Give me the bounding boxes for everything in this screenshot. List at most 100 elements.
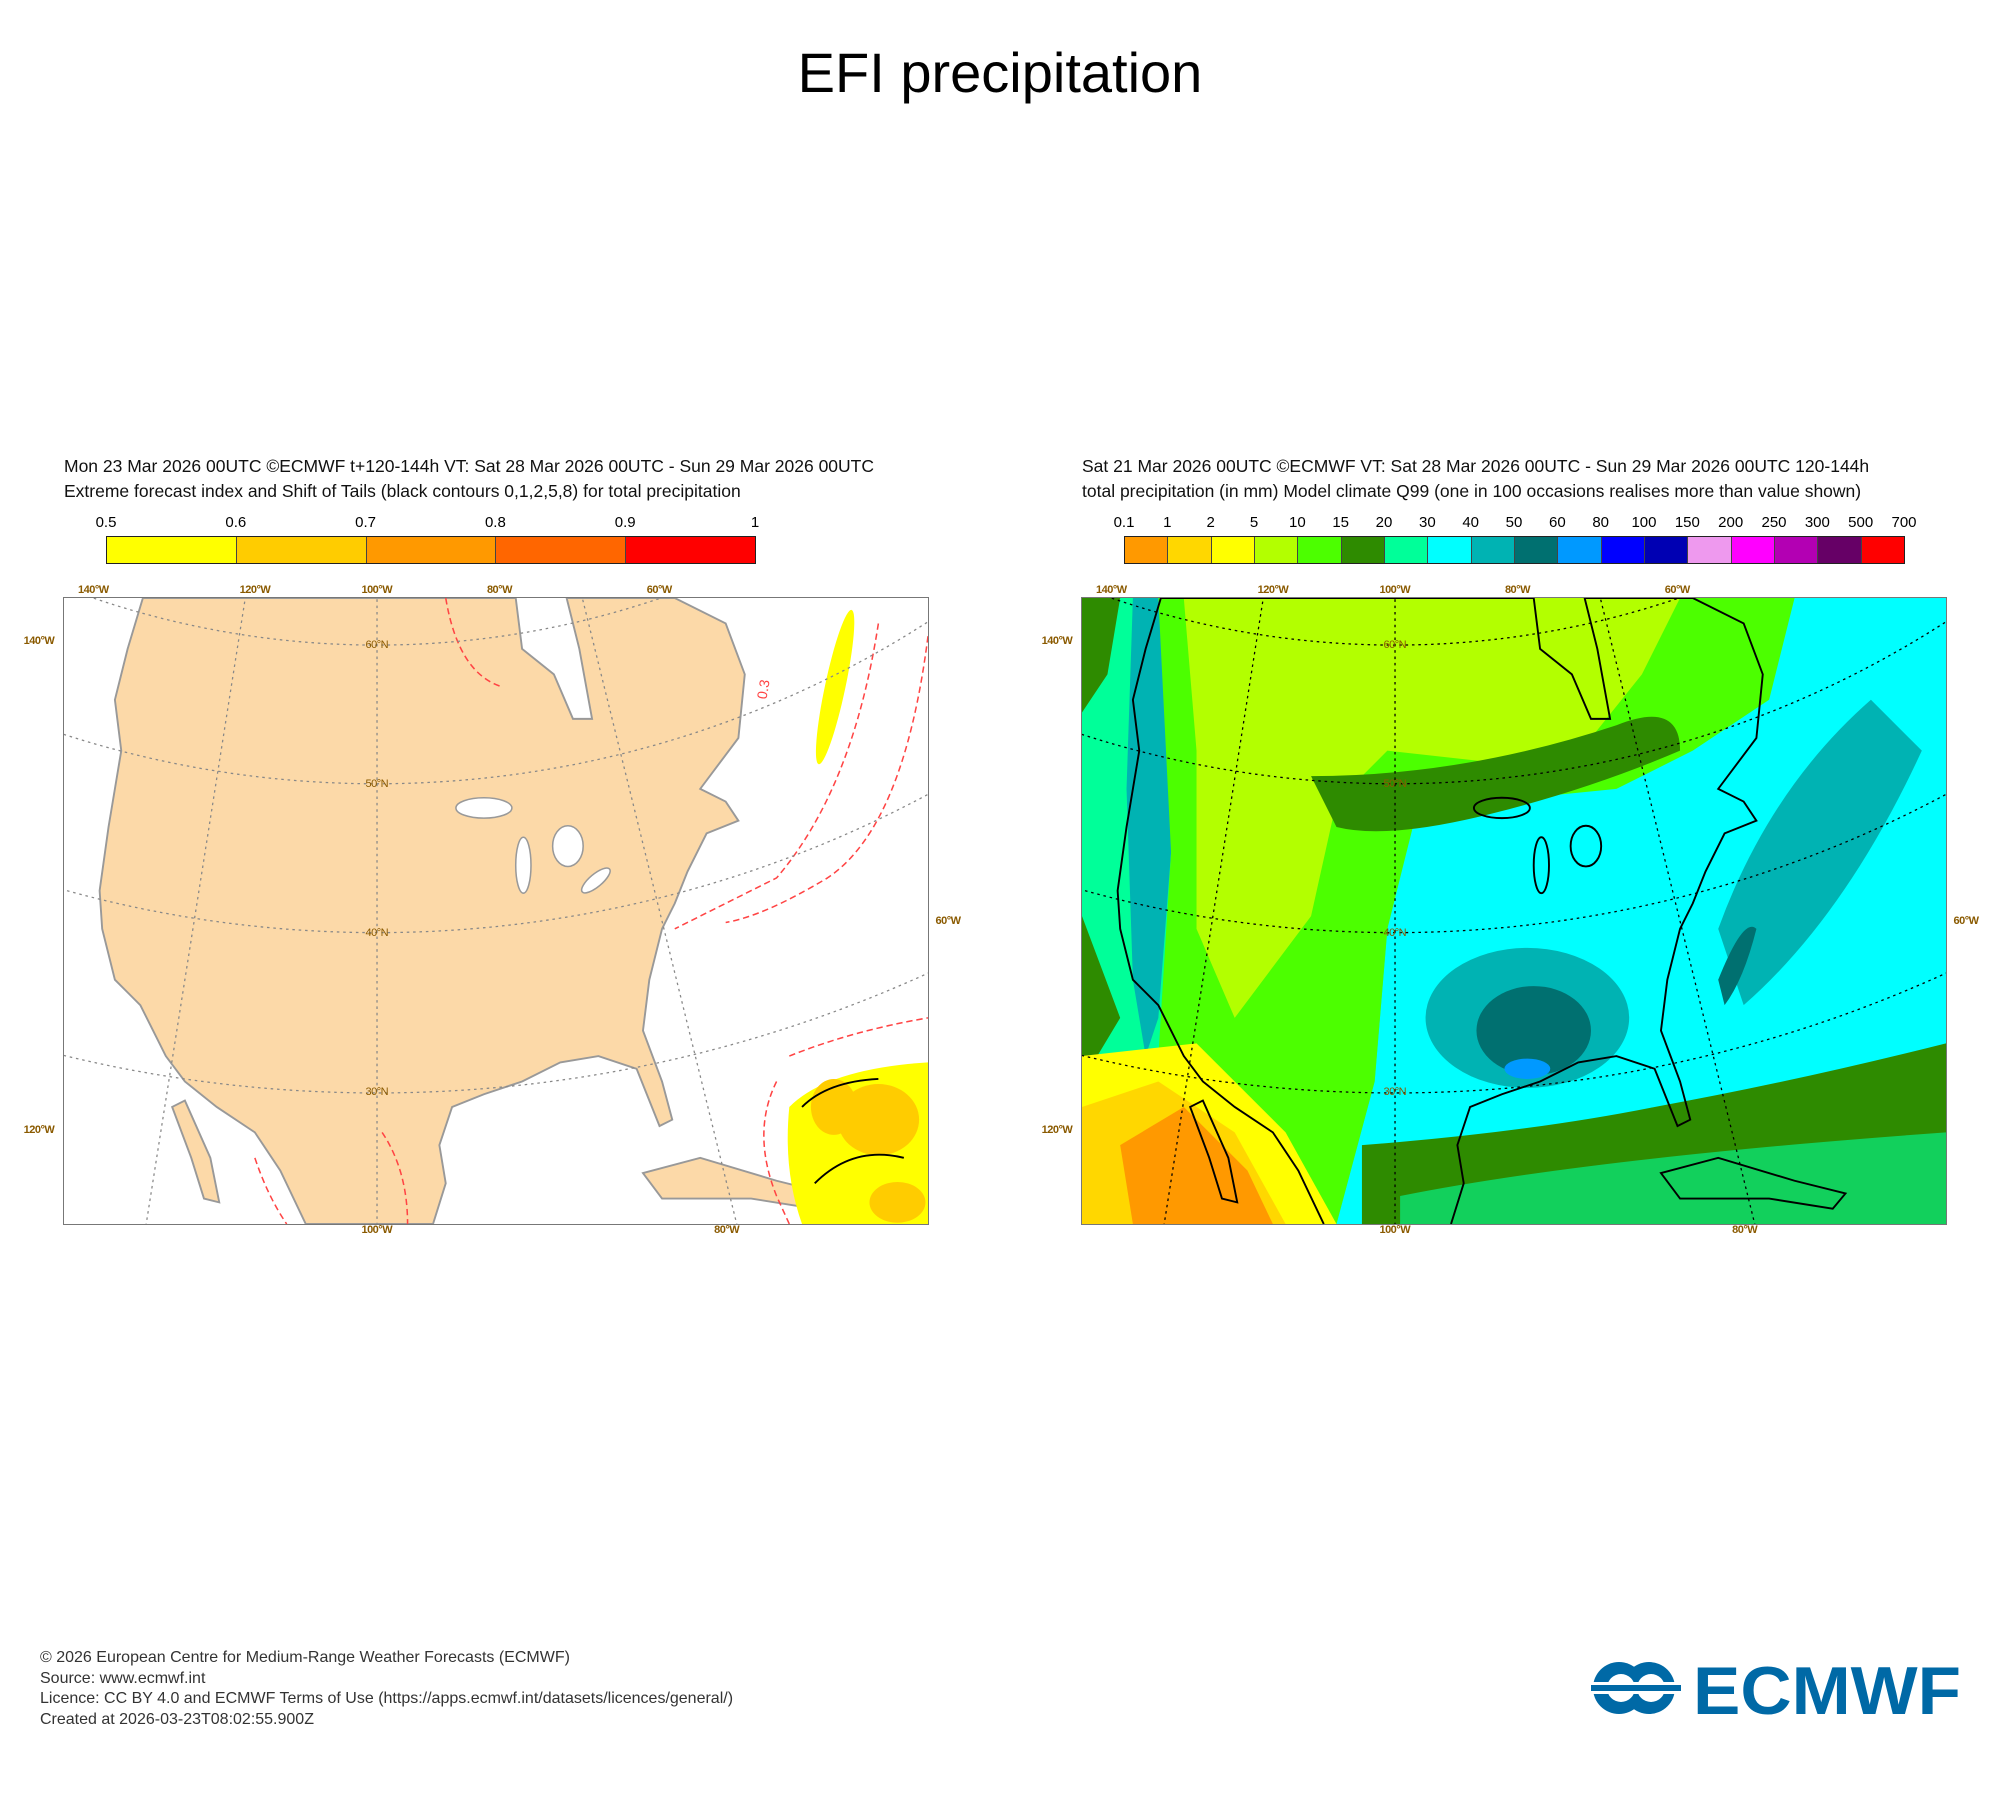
lon-label-bottom: 80°W bbox=[1732, 1224, 1758, 1236]
coastlines bbox=[1116, 598, 1848, 1224]
precip-colorbar-segment bbox=[1384, 537, 1429, 563]
precip-colorbar-tick-label: 15 bbox=[1332, 514, 1349, 531]
page-title: EFI precipitation bbox=[797, 41, 1203, 104]
copyright: © 2026 European Centre for Medium-Range … bbox=[40, 1649, 570, 1666]
created-at: Created at 2026-03-23T08:02:55.900Z bbox=[40, 1710, 314, 1728]
contour-label: 0.3 bbox=[754, 678, 773, 700]
efi-colorbar-segment bbox=[626, 537, 755, 563]
precip-climate-map: 140°W 120°W 100°W 80°W 60°W 140°W 120°W 60°W 100… bbox=[1042, 584, 1979, 1236]
efi-map-graphic: 0.3 bbox=[64, 598, 928, 1224]
baja-california bbox=[170, 1099, 221, 1204]
efi-colorbar-tick-label: 0.6 bbox=[225, 514, 247, 531]
lat-label: 50°N bbox=[1383, 777, 1407, 790]
lon-label-left: 120°W bbox=[23, 1124, 55, 1137]
efi-colorbar-tick-label: 0.8 bbox=[484, 514, 506, 531]
lat-label: 30°N bbox=[1383, 1086, 1407, 1099]
precip-colorbar-tick-label: 500 bbox=[1848, 514, 1874, 531]
precip-colorbar-segment bbox=[1818, 537, 1862, 563]
precip-colorbar-tick-label: 150 bbox=[1674, 514, 1700, 531]
precip-colorbar-segment bbox=[1428, 537, 1472, 563]
precip-colorbar-tick-label: 200 bbox=[1718, 514, 1744, 531]
left-colorbar bbox=[106, 536, 756, 564]
precip-colorbar-segment bbox=[1254, 537, 1299, 563]
precip-colorbar-segment bbox=[1168, 537, 1212, 563]
lon-label-top: 80°W bbox=[486, 584, 513, 596]
lon-label-bottom: 80°W bbox=[714, 1224, 740, 1236]
precip-colorbar-segment bbox=[1471, 537, 1515, 563]
precip-colorbar-tick-label: 5 bbox=[1249, 514, 1259, 531]
lon-label-top: 60°W bbox=[1664, 584, 1691, 596]
lon-label-bottom: 100°W bbox=[1379, 1224, 1411, 1236]
precip-colorbar-tick-label: 30 bbox=[1418, 514, 1436, 531]
efi-colorbar-tick-label: 1 bbox=[750, 514, 760, 531]
precip-colorbar-segment bbox=[1644, 537, 1689, 563]
efi-colorbar-tick-label: 0.5 bbox=[95, 514, 117, 531]
efi-map: 0.3 140°W 120°W 100°W 80°W 60°W 140°W 120°W 60°… bbox=[24, 584, 961, 1236]
precip-colorbar-segment bbox=[1688, 537, 1732, 563]
svg-text:ECMWF: ECMWF bbox=[1693, 1655, 1961, 1721]
lon-label-top: 120°W bbox=[1257, 584, 1289, 596]
precip-colorbar-tick-label: 300 bbox=[1804, 514, 1830, 531]
efi-colorbar-segment bbox=[496, 537, 627, 563]
lon-label-top: 100°W bbox=[361, 584, 393, 596]
efi-colorbar-segment bbox=[366, 537, 497, 563]
precip-colorbar-segment bbox=[1601, 537, 1645, 563]
left-header-line1: Mon 23 Mar 2026 00UTC ©ECMWF t+120-144h … bbox=[64, 456, 874, 476]
precip-colorbar-segment bbox=[1558, 537, 1602, 563]
lon-label-top: 100°W bbox=[1379, 584, 1411, 596]
lon-label-top: 60°W bbox=[646, 584, 673, 596]
precip-colorbar-tick-label: 0.1 bbox=[1113, 514, 1135, 531]
precip-colorbar-segment bbox=[1125, 537, 1169, 563]
efi-colorbar-tick-label: 0.9 bbox=[614, 514, 636, 531]
great-lakes bbox=[455, 796, 611, 894]
source: Source: www.ecmwf.int bbox=[40, 1669, 206, 1687]
precip-colorbar-tick-label: 60 bbox=[1548, 514, 1566, 531]
lat-label: 40°N bbox=[365, 926, 389, 939]
precip-colorbar-tick-label: 2 bbox=[1206, 514, 1215, 531]
efi-shading bbox=[787, 609, 928, 1224]
licence: Licence: CC BY 4.0 and ECMWF Terms of Us… bbox=[40, 1690, 734, 1707]
lat-label: 50°N bbox=[365, 777, 389, 790]
north-america-land bbox=[98, 598, 746, 1224]
precip-colorbar-segment bbox=[1514, 537, 1559, 563]
footer: © 2026 European Centre for Medium-Range … bbox=[40, 1648, 733, 1730]
precip-colorbar-tick-label: 50 bbox=[1505, 514, 1523, 531]
lat-label: 30°N bbox=[365, 1086, 389, 1099]
precip-colorbar-segment bbox=[1298, 537, 1342, 563]
efi-colorbar-segment bbox=[236, 537, 367, 563]
right-header-line2: total precipitation (in mm) Model climat… bbox=[1082, 481, 1862, 501]
precip-colorbar-segment bbox=[1211, 537, 1255, 563]
precip-climate-map-graphic bbox=[1082, 598, 1946, 1224]
efi-colorbar-segment bbox=[107, 537, 237, 563]
precip-colorbar-tick-label: 80 bbox=[1592, 514, 1609, 531]
lon-label-top: 120°W bbox=[239, 584, 271, 596]
lat-label: 60°N bbox=[1383, 638, 1407, 651]
right-header-line1: Sat 21 Mar 2026 00UTC ©ECMWF VT: Sat 28 … bbox=[1082, 456, 1870, 476]
efi-colorbar-tick-label: 0.7 bbox=[355, 514, 377, 531]
lon-label-bottom: 100°W bbox=[361, 1224, 393, 1236]
precip-colorbar-tick-label: 250 bbox=[1761, 514, 1787, 531]
left-header-line2: Extreme forecast index and Shift of Tail… bbox=[64, 481, 741, 501]
precip-colorbar-tick-label: 20 bbox=[1375, 514, 1393, 531]
lon-label-right: 60°W bbox=[935, 914, 961, 927]
lon-label-left: 140°W bbox=[23, 634, 55, 647]
precip-colorbar-tick-label: 700 bbox=[1891, 514, 1917, 531]
lon-label-left: 120°W bbox=[1041, 1124, 1073, 1137]
lon-label-top: 140°W bbox=[1096, 584, 1127, 596]
precip-colorbar-tick-label: 10 bbox=[1288, 514, 1306, 531]
lon-label-left: 140°W bbox=[1041, 634, 1073, 647]
precip-colorbar-segment bbox=[1731, 537, 1775, 563]
precip-colorbar-segment bbox=[1341, 537, 1385, 563]
ecmwf-logo: ECMWF bbox=[1591, 1655, 1961, 1721]
right-colorbar bbox=[1124, 536, 1905, 564]
lon-label-right: 60°W bbox=[1953, 914, 1979, 927]
precip-colorbar-tick-label: 100 bbox=[1631, 514, 1657, 531]
lat-label: 40°N bbox=[1383, 926, 1407, 939]
lon-label-top: 140°W bbox=[78, 584, 109, 596]
left-colorbar-ticks: 0.5 0.6 0.7 0.8 0.9 1 bbox=[96, 514, 760, 531]
precip-colorbar-tick-label: 40 bbox=[1462, 514, 1479, 531]
precip-colorbar-tick-label: 1 bbox=[1163, 514, 1172, 531]
precip-colorbar-segment bbox=[1861, 537, 1904, 563]
lon-label-top: 80°W bbox=[1504, 584, 1531, 596]
